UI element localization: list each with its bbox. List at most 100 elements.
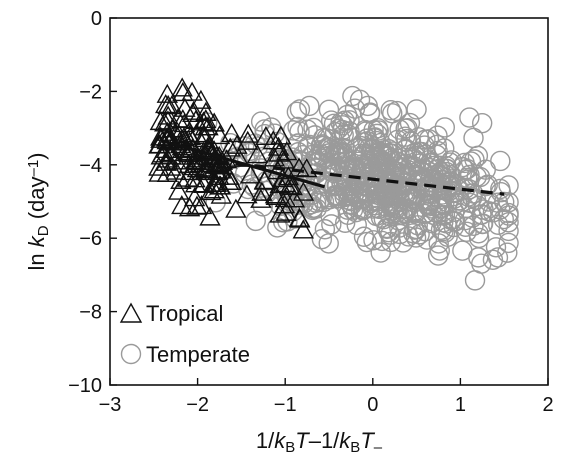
point-temperate	[477, 174, 498, 195]
point-tropical	[212, 155, 234, 175]
point-temperate	[245, 210, 266, 232]
x-axis: −3 −2 −1 0 1 2	[99, 378, 554, 416]
point-temperate	[462, 187, 483, 208]
point-tropical	[156, 130, 178, 150]
legend-marker-temperate	[120, 343, 142, 365]
point-tropical	[236, 184, 258, 204]
point-temperate	[297, 195, 319, 216]
point-temperate	[382, 184, 403, 205]
point-temperate	[464, 149, 485, 170]
point-tropical	[174, 131, 197, 151]
point-tropical	[239, 164, 262, 184]
point-temperate	[459, 164, 480, 186]
point-temperate	[314, 219, 336, 240]
point-temperate	[418, 194, 440, 216]
point-temperate	[355, 121, 377, 142]
point-tropical	[237, 123, 259, 143]
point-temperate	[380, 100, 401, 121]
point-temperate	[493, 208, 514, 230]
point-temperate	[376, 218, 398, 240]
point-temperate	[324, 144, 345, 165]
point-temperate	[434, 117, 455, 138]
point-temperate	[463, 215, 484, 236]
point-temperate	[370, 242, 391, 263]
point-temperate	[471, 112, 493, 134]
point-tropical	[296, 158, 318, 178]
point-temperate	[342, 85, 363, 107]
point-temperate	[371, 184, 392, 205]
point-tropical	[190, 194, 213, 215]
point-tropical	[203, 172, 225, 192]
point-tropical	[183, 187, 206, 207]
point-temperate	[337, 185, 359, 206]
point-tropical	[156, 83, 178, 103]
point-tropical	[149, 110, 172, 131]
point-tropical	[195, 157, 217, 177]
point-temperate	[427, 245, 449, 266]
plot-points	[148, 77, 519, 291]
point-tropical	[185, 145, 208, 165]
point-temperate	[353, 226, 375, 247]
point-temperate	[252, 196, 274, 217]
y-axis: 0 −2 −4 −6 −8 −10	[68, 8, 117, 397]
point-temperate	[464, 270, 486, 291]
point-temperate	[465, 189, 487, 210]
point-temperate	[359, 102, 381, 123]
point-temperate	[459, 107, 480, 128]
point-temperate	[497, 242, 518, 263]
legend-marker-tropical	[119, 302, 143, 323]
plot-frame	[109, 17, 549, 386]
point-tropical	[167, 180, 190, 200]
point-tropical	[237, 130, 259, 150]
point-temperate	[289, 99, 311, 120]
point-temperate	[286, 101, 308, 123]
point-temperate	[352, 132, 374, 153]
point-tropical	[184, 173, 207, 193]
point-temperate	[330, 112, 351, 133]
point-tropical	[276, 141, 298, 161]
point-temperate	[339, 110, 360, 131]
point-temperate	[433, 220, 454, 242]
x-tick-label: −2	[186, 394, 209, 416]
point-temperate	[468, 247, 489, 268]
point-tropical	[174, 97, 196, 117]
point-temperate	[316, 128, 337, 149]
point-temperate	[482, 249, 504, 270]
point-tropical	[269, 203, 291, 223]
y-tick-label: −2	[79, 81, 102, 103]
point-temperate	[366, 197, 388, 219]
fit-line-temperate	[197, 157, 505, 196]
point-temperate	[372, 145, 393, 167]
point-temperate	[356, 231, 378, 253]
point-temperate	[498, 175, 519, 196]
point-temperate	[482, 202, 504, 223]
point-tropical	[179, 125, 202, 146]
point-temperate	[490, 150, 511, 172]
point-temperate	[332, 115, 353, 136]
point-tropical	[193, 124, 216, 145]
point-tropical	[179, 160, 202, 181]
legend-label-temperate: Temperate	[146, 342, 250, 367]
point-temperate	[335, 212, 356, 233]
point-temperate	[452, 156, 473, 178]
point-tropical	[155, 94, 177, 114]
point-tropical	[181, 81, 203, 101]
legend: Tropical Temperate	[119, 301, 250, 367]
point-temperate	[336, 104, 358, 126]
point-temperate	[436, 161, 457, 183]
point-temperate	[498, 232, 519, 254]
point-temperate	[409, 159, 430, 181]
point-temperate	[337, 160, 358, 181]
point-temperate	[428, 233, 449, 254]
point-tropical	[263, 147, 286, 167]
point-tropical	[193, 128, 216, 148]
point-tropical	[262, 130, 285, 150]
point-temperate	[382, 103, 403, 124]
point-tropical	[199, 206, 221, 226]
point-temperate	[416, 229, 438, 250]
x-tick-label: −1	[274, 394, 297, 416]
y-tick-label: −6	[79, 228, 102, 250]
point-temperate	[299, 95, 320, 117]
point-tropical	[208, 165, 230, 186]
point-temperate	[289, 121, 310, 142]
